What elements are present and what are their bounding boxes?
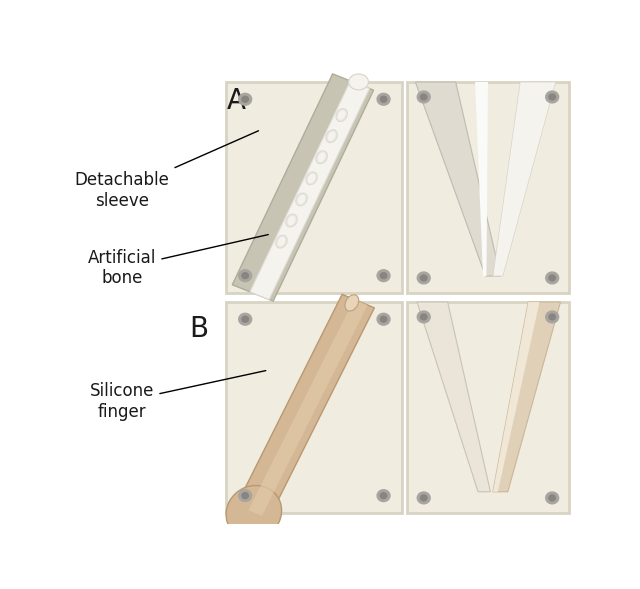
Circle shape [420, 495, 427, 501]
Circle shape [417, 272, 430, 284]
Circle shape [549, 314, 556, 320]
Ellipse shape [328, 131, 335, 141]
Polygon shape [237, 294, 374, 519]
Text: A: A [227, 87, 246, 114]
Circle shape [420, 94, 427, 100]
Polygon shape [248, 299, 367, 516]
Ellipse shape [349, 74, 369, 90]
Polygon shape [493, 302, 561, 492]
Text: Detachable
sleeve: Detachable sleeve [75, 131, 259, 210]
Ellipse shape [285, 214, 298, 227]
Ellipse shape [336, 108, 348, 122]
Circle shape [420, 275, 427, 281]
Ellipse shape [226, 485, 282, 540]
Circle shape [546, 91, 559, 103]
Ellipse shape [276, 235, 287, 248]
Circle shape [242, 492, 248, 498]
Ellipse shape [317, 153, 326, 162]
Circle shape [377, 313, 390, 325]
FancyBboxPatch shape [227, 302, 403, 513]
Circle shape [417, 311, 430, 323]
Circle shape [380, 273, 387, 279]
Polygon shape [475, 82, 488, 276]
Circle shape [239, 270, 252, 282]
Ellipse shape [316, 151, 328, 164]
Circle shape [546, 272, 559, 284]
Ellipse shape [338, 110, 346, 120]
Circle shape [242, 97, 248, 102]
Polygon shape [493, 302, 540, 492]
Polygon shape [417, 302, 490, 492]
Ellipse shape [326, 130, 337, 143]
Circle shape [546, 311, 559, 323]
Ellipse shape [287, 216, 295, 225]
Circle shape [549, 495, 556, 501]
Circle shape [377, 489, 390, 501]
Circle shape [417, 91, 430, 103]
Ellipse shape [345, 294, 358, 311]
Circle shape [239, 489, 252, 501]
Polygon shape [493, 82, 556, 276]
Ellipse shape [306, 172, 317, 185]
Circle shape [242, 316, 248, 322]
FancyBboxPatch shape [408, 82, 568, 293]
Ellipse shape [296, 193, 307, 206]
Ellipse shape [298, 195, 305, 204]
Text: Silicone
finger: Silicone finger [90, 370, 266, 421]
Ellipse shape [308, 174, 316, 183]
Polygon shape [232, 74, 374, 301]
Circle shape [549, 275, 556, 281]
Circle shape [377, 93, 390, 105]
Circle shape [380, 97, 387, 102]
FancyBboxPatch shape [408, 302, 568, 513]
Polygon shape [415, 82, 500, 276]
Text: B: B [189, 315, 209, 343]
Circle shape [549, 94, 556, 100]
Circle shape [380, 492, 387, 498]
Circle shape [377, 270, 390, 282]
Circle shape [546, 492, 559, 504]
Ellipse shape [278, 237, 285, 246]
Circle shape [380, 316, 387, 322]
Circle shape [417, 492, 430, 504]
Circle shape [242, 273, 248, 279]
Circle shape [239, 313, 252, 325]
Polygon shape [250, 81, 369, 299]
Text: Artificial
bone: Artificial bone [88, 234, 268, 287]
Circle shape [420, 314, 427, 320]
Circle shape [239, 93, 252, 105]
FancyBboxPatch shape [227, 82, 403, 293]
